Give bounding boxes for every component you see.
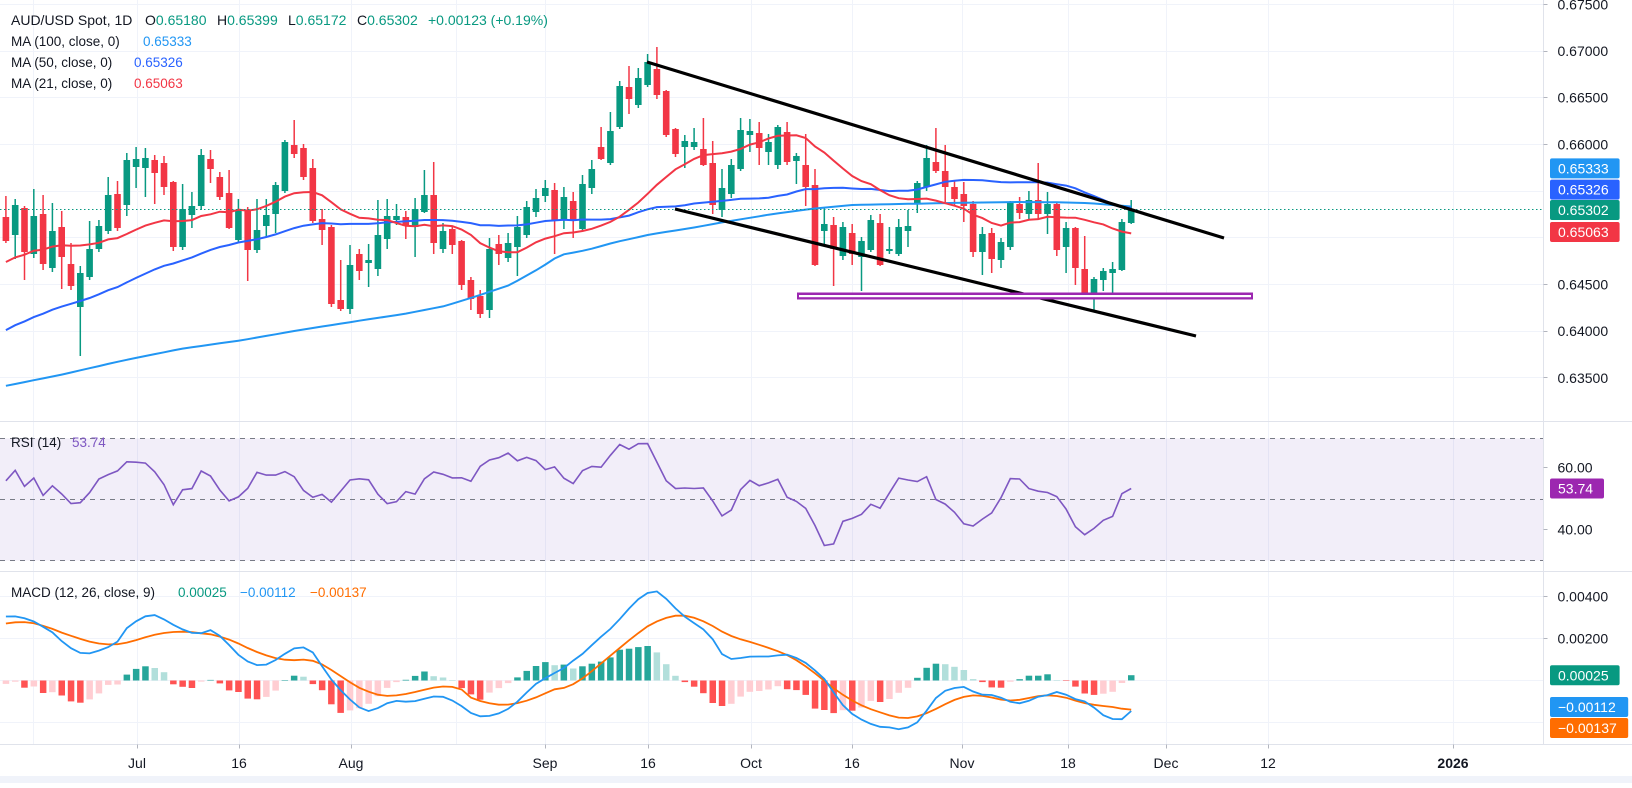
svg-text:0.65326: 0.65326 <box>1558 182 1609 198</box>
svg-text:40.00: 40.00 <box>1558 521 1593 537</box>
svg-text:0.00200: 0.00200 <box>1558 631 1609 647</box>
svg-text:0.66000: 0.66000 <box>1558 136 1609 152</box>
svg-text:0.63500: 0.63500 <box>1558 370 1609 386</box>
svg-text:−0.00137: −0.00137 <box>1558 720 1617 736</box>
svg-text:Nov: Nov <box>950 755 975 771</box>
svg-text:MA (50, close, 0)0.65326: MA (50, close, 0) 0.65326 <box>11 55 183 70</box>
svg-text:12: 12 <box>1260 755 1276 771</box>
svg-text:16: 16 <box>231 755 247 771</box>
svg-text:60.00: 60.00 <box>1558 459 1593 475</box>
svg-text:0.66500: 0.66500 <box>1558 90 1609 106</box>
svg-text:0.00400: 0.00400 <box>1558 589 1609 605</box>
svg-text:AUD/USD Spot, 1D: AUD/USD Spot, 1D <box>11 12 132 28</box>
svg-text:0.67000: 0.67000 <box>1558 43 1609 59</box>
svg-text:0.67500: 0.67500 <box>1558 0 1609 12</box>
svg-text:Oct: Oct <box>740 755 762 771</box>
svg-text:16: 16 <box>844 755 860 771</box>
svg-text:18: 18 <box>1060 755 1076 771</box>
svg-text:Sep: Sep <box>533 755 558 771</box>
svg-text:Dec: Dec <box>1154 755 1179 771</box>
svg-text:0.65063: 0.65063 <box>1558 224 1609 240</box>
svg-text:16: 16 <box>640 755 656 771</box>
svg-text:0.00025: 0.00025 <box>1558 667 1609 683</box>
svg-text:53.74: 53.74 <box>1558 481 1593 497</box>
svg-text:Jul: Jul <box>128 755 146 771</box>
svg-text:2026: 2026 <box>1437 755 1468 771</box>
svg-text:MA (21, close, 0)0.65063: MA (21, close, 0) 0.65063 <box>11 76 183 91</box>
svg-text:Aug: Aug <box>339 755 364 771</box>
svg-text:MACD (12, 26, close, 9)0.00025: MACD (12, 26, close, 9) 0.00025 −0.00112 −0… <box>11 585 367 600</box>
svg-text:−0.00112: −0.00112 <box>1558 699 1616 715</box>
svg-text:MA (100, close, 0)0.65333: MA (100, close, 0) 0.65333 <box>11 34 192 49</box>
svg-text:RSI (14)53.74: RSI (14) 53.74 <box>11 435 106 450</box>
svg-text:0.64500: 0.64500 <box>1558 277 1609 293</box>
svg-text:0.65333: 0.65333 <box>1558 160 1609 176</box>
svg-text:0.64000: 0.64000 <box>1558 323 1609 339</box>
svg-text:0.65302: 0.65302 <box>1558 202 1609 218</box>
